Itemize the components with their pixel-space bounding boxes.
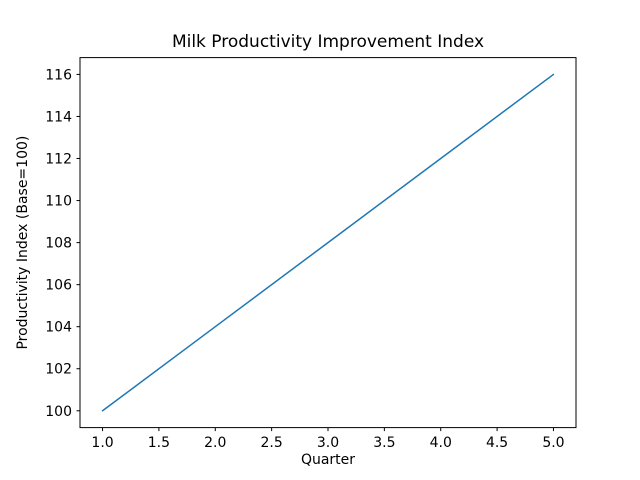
y-tick-label: 108 <box>45 236 72 252</box>
y-tick-label: 106 <box>45 278 72 294</box>
x-tick-label: 4.0 <box>430 435 452 451</box>
x-tick-label: 1.0 <box>91 435 113 451</box>
y-tick-label: 100 <box>45 404 72 420</box>
x-tick-label: 2.5 <box>261 435 283 451</box>
y-tick-label: 102 <box>45 362 72 378</box>
x-tick-label: 1.5 <box>148 435 170 451</box>
ticks-layer: 1.0 1.5 2.0 2.5 3.0 3.5 4.0 4.5 5.0 100 102 104 106 1… <box>45 67 564 451</box>
x-axis-label: Quarter <box>301 452 355 468</box>
y-tick-label: 104 <box>45 320 72 336</box>
series-layer <box>101 73 555 412</box>
x-tick-label: 3.0 <box>317 435 339 451</box>
x-tick-label: 3.5 <box>373 435 395 451</box>
x-tick-label: 5.0 <box>542 435 564 451</box>
x-tick-label: 2.0 <box>204 435 226 451</box>
y-tick-label: 116 <box>45 67 72 83</box>
chart-title: Milk Productivity Improvement Index <box>172 32 484 52</box>
data-line-productivity-index <box>101 73 555 412</box>
x-tick-label: 4.5 <box>486 435 508 451</box>
y-axis-label: Productivity Index (Base=100) <box>15 136 31 350</box>
y-tick-label: 114 <box>45 109 72 125</box>
y-tick-label: 112 <box>45 152 72 168</box>
y-tick-label: 110 <box>45 194 72 210</box>
